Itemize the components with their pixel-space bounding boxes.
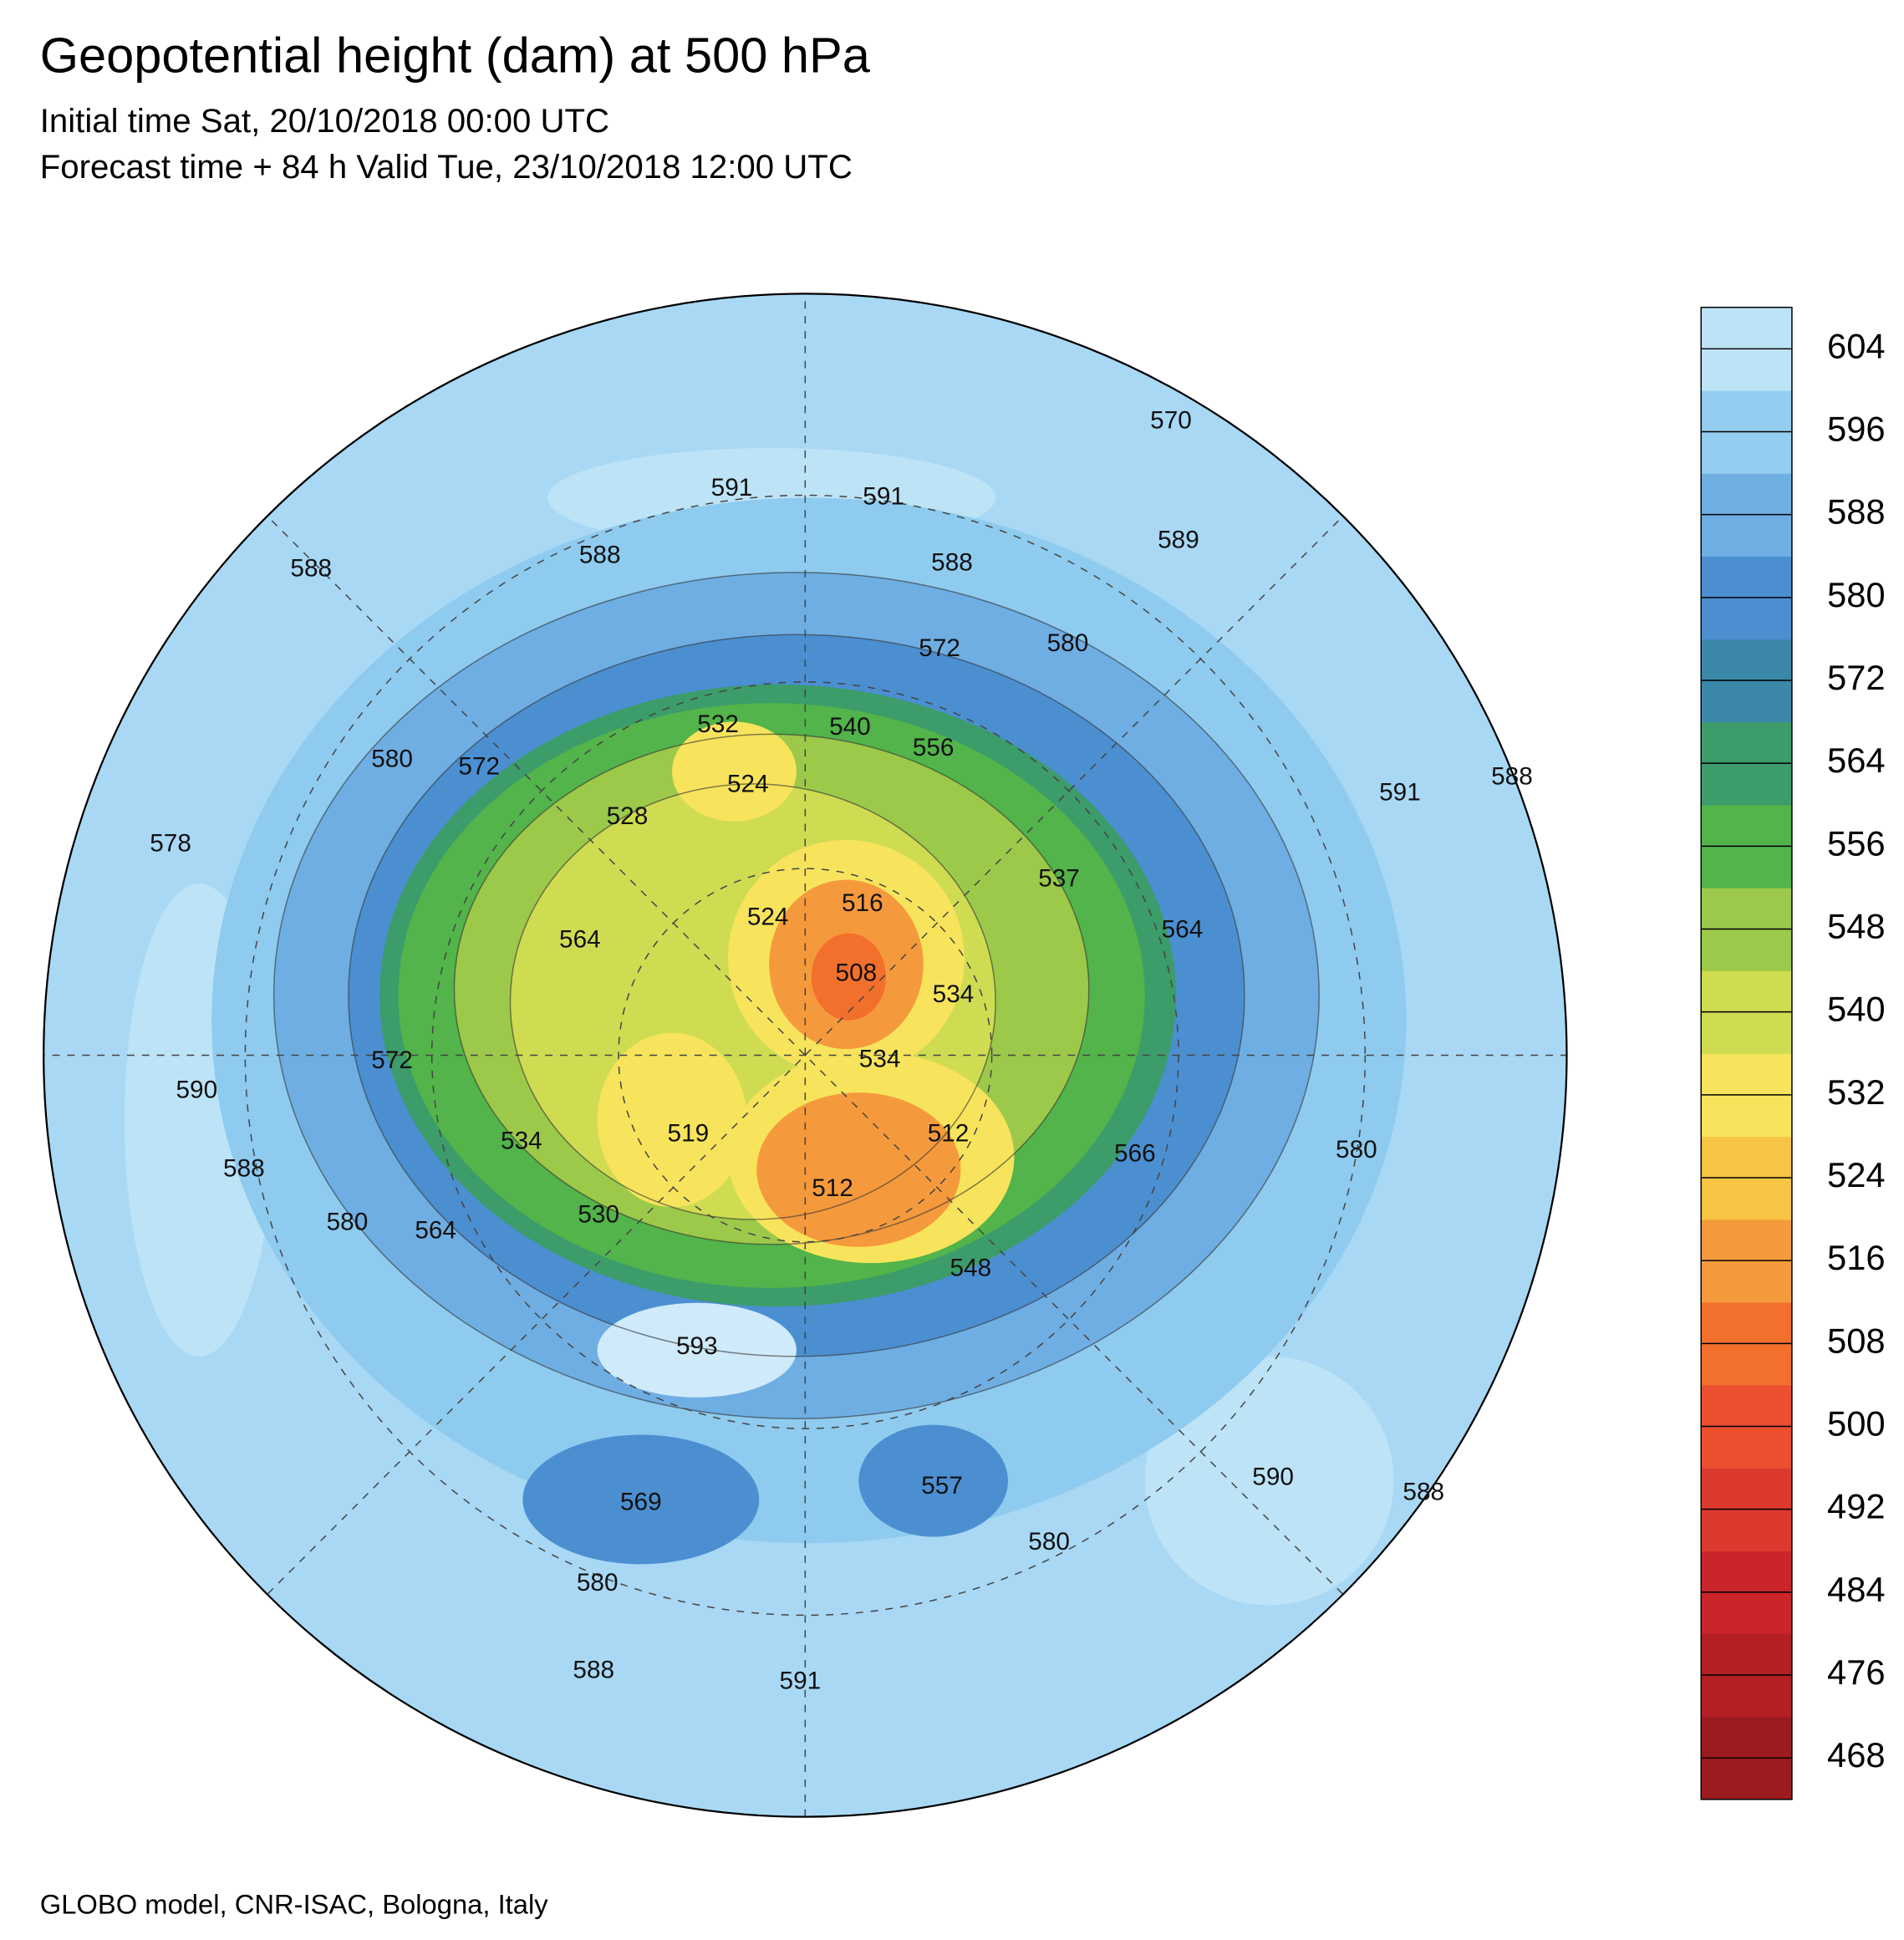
- contour-label: 588: [1491, 762, 1533, 790]
- contour-label: 508: [836, 960, 878, 987]
- colorbar-label: 588: [1827, 492, 1886, 532]
- contour-label: 578: [150, 830, 191, 858]
- contour-label: 588: [573, 1656, 614, 1683]
- contour-label: 591: [711, 474, 753, 502]
- contour-label: 524: [747, 904, 789, 931]
- contour-label: 534: [501, 1128, 542, 1155]
- contour-label: 557: [921, 1472, 963, 1500]
- colorbar-label: 604: [1827, 326, 1886, 365]
- colorbar-label: 596: [1827, 409, 1886, 448]
- contour-label: 540: [829, 713, 871, 741]
- contour-label: 580: [577, 1569, 619, 1596]
- contour-label: 588: [931, 548, 973, 576]
- contour-label: 588: [1403, 1478, 1444, 1505]
- contour-label: 548: [949, 1254, 991, 1281]
- contour-label: 516: [842, 889, 883, 917]
- contour-label: 566: [1114, 1139, 1156, 1167]
- contour-label: 580: [1028, 1528, 1070, 1556]
- contour-label: 570: [1150, 407, 1192, 435]
- contour-label: 588: [223, 1154, 265, 1182]
- contour-label: 572: [371, 1046, 413, 1074]
- colorbar-label: 532: [1827, 1072, 1886, 1112]
- colorbar-label: 564: [1827, 741, 1886, 780]
- contour-label: 534: [859, 1045, 901, 1072]
- map-border: [43, 293, 1568, 1818]
- contour-label: 590: [176, 1077, 217, 1104]
- colorbar-label: 548: [1827, 907, 1886, 946]
- contour-label: 572: [458, 752, 500, 780]
- contour-label: 580: [327, 1208, 369, 1235]
- initial-time: Initial time Sat, 20/10/2018 00:00 UTC: [40, 102, 609, 140]
- colorbar-label: 492: [1827, 1487, 1886, 1526]
- colorbar-label: 540: [1827, 990, 1886, 1029]
- title: Geopotential height (dam) at 500 hPa: [40, 27, 871, 83]
- contour-label: 588: [290, 555, 332, 583]
- contour-label: 572: [919, 634, 960, 662]
- colorbar-label: 508: [1827, 1321, 1886, 1360]
- colorbar-label: 484: [1827, 1570, 1886, 1609]
- contour-label: 512: [812, 1174, 853, 1202]
- contour-label: 593: [676, 1332, 718, 1360]
- contour-label: 590: [1252, 1464, 1294, 1491]
- contour-label: 591: [863, 482, 904, 510]
- contour-label: 580: [1336, 1136, 1377, 1163]
- contour-label: 588: [579, 541, 621, 568]
- contour-label: 530: [578, 1200, 619, 1228]
- contour-label: 569: [620, 1488, 662, 1515]
- contour-label: 537: [1038, 864, 1080, 892]
- map-fill: [43, 293, 1567, 1817]
- colorbar-label: 524: [1827, 1155, 1886, 1194]
- colorbar-frame: [1700, 306, 1793, 1800]
- contour-label: 524: [727, 770, 769, 797]
- contour-label: 564: [1162, 915, 1204, 943]
- colorbar-label: 572: [1827, 658, 1886, 697]
- contour-label: 591: [1379, 779, 1421, 807]
- colorbar-label: 556: [1827, 823, 1886, 863]
- colorbar-label: 580: [1827, 575, 1886, 614]
- contour-label: 512: [928, 1120, 970, 1148]
- forecast-time: Forecast time + 84 h Valid Tue, 23/10/20…: [40, 148, 853, 186]
- contour-label: 534: [933, 980, 975, 1008]
- contour-label: 532: [697, 710, 739, 738]
- colorbar: 604 596 588 580 572 564 556 548 540 532 524 516 508 5…: [1700, 306, 1886, 1800]
- contour-label: 519: [668, 1120, 710, 1148]
- contour-label: 589: [1158, 526, 1199, 553]
- colorbar-label: 516: [1827, 1238, 1886, 1277]
- contour-label: 591: [780, 1668, 822, 1695]
- contour-label: 580: [371, 746, 413, 773]
- contour-label: 564: [559, 925, 601, 953]
- contour-label: 528: [607, 802, 649, 830]
- contour-label: 556: [913, 734, 955, 761]
- colorbar-label: 468: [1827, 1735, 1886, 1775]
- contour-label: 564: [415, 1217, 456, 1245]
- credit: GLOBO model, CNR-ISAC, Bologna, Italy: [40, 1889, 549, 1920]
- contour-label: 580: [1047, 629, 1089, 657]
- contour-labels: 591 591 588 588 589 588 570 572 580 580 572 532 524 5…: [150, 407, 1533, 1695]
- colorbar-label: 476: [1827, 1652, 1886, 1692]
- colorbar-label: 500: [1827, 1404, 1886, 1444]
